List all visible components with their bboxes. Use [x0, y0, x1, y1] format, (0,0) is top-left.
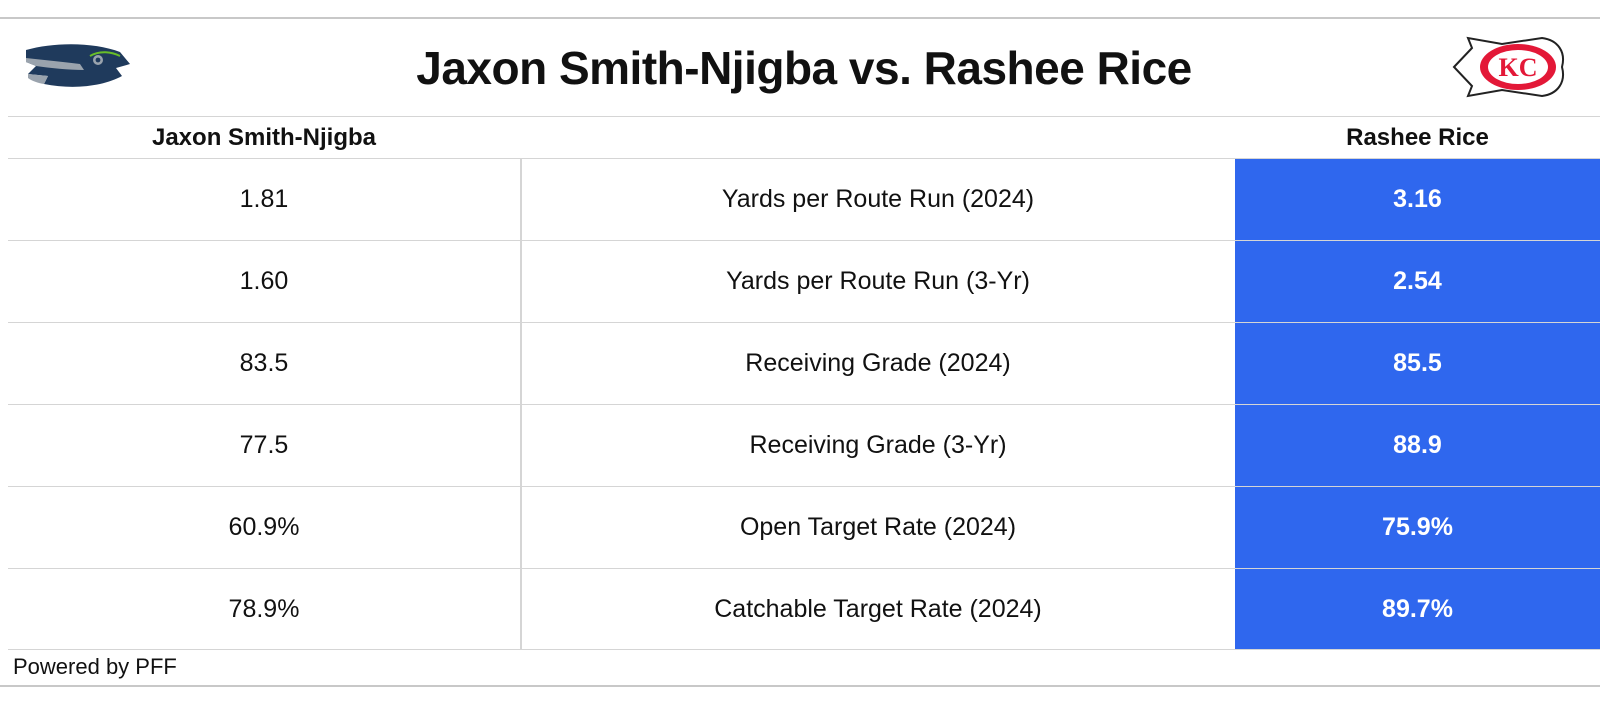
table-row: 1.60 Yards per Route Run (3-Yr) 2.54 — [8, 241, 1600, 322]
right-value: 88.9 — [1235, 405, 1600, 486]
metric-label: Catchable Target Rate (2024) — [714, 595, 1042, 623]
left-value: 60.9% — [228, 513, 300, 541]
right-value: 89.7% — [1235, 569, 1600, 650]
footer-credit: Powered by PFF — [13, 654, 177, 679]
table-row: 1.81 Yards per Route Run (2024) 3.16 — [8, 159, 1600, 240]
metric-label: Yards per Route Run (3-Yr) — [726, 267, 1030, 295]
right-value: 85.5 — [1235, 323, 1600, 404]
chiefs-logo: KC — [1452, 36, 1564, 98]
chart-title: Jaxon Smith-Njigba vs. Rashee Rice — [416, 42, 1192, 94]
right-value: 2.54 — [1235, 241, 1600, 322]
title-bar: Jaxon Smith-Njigba vs. Rashee Rice KC — [8, 20, 1600, 116]
title-divider — [8, 116, 1600, 117]
left-value: 77.5 — [239, 431, 289, 459]
row-divider — [8, 404, 1600, 405]
right-value: 75.9% — [1235, 487, 1600, 568]
header-divider — [8, 158, 1600, 159]
left-value: 1.81 — [239, 185, 289, 213]
seahawks-logo — [26, 44, 130, 87]
header-left-player: Jaxon Smith-Njigba — [151, 124, 377, 151]
bottom-border — [0, 685, 1600, 687]
table-row: 78.9% Catchable Target Rate (2024) 89.7% — [8, 569, 1600, 650]
right-value: 3.16 — [1235, 159, 1600, 240]
column-divider — [520, 159, 522, 649]
row-divider — [8, 649, 1600, 650]
row-divider — [8, 568, 1600, 569]
left-value: 83.5 — [239, 349, 289, 377]
row-divider — [8, 322, 1600, 323]
header-metric — [522, 118, 1234, 158]
row-divider — [8, 486, 1600, 487]
table-row: 83.5 Receiving Grade (2024) 85.5 — [8, 323, 1600, 404]
row-divider — [8, 240, 1600, 241]
left-value: 78.9% — [228, 595, 300, 623]
left-value: 1.60 — [239, 267, 289, 295]
metric-label: Yards per Route Run (2024) — [721, 185, 1035, 213]
metric-label: Receiving Grade (2024) — [745, 349, 1011, 377]
table-row: 77.5 Receiving Grade (3-Yr) 88.9 — [8, 405, 1600, 486]
metric-label: Open Target Rate (2024) — [739, 513, 1017, 541]
table-row: 60.9% Open Target Rate (2024) 75.9% — [8, 487, 1600, 568]
chiefs-logo-text: KC — [1499, 53, 1538, 82]
top-border — [0, 17, 1600, 19]
header-right-player: Rashee Rice — [1346, 124, 1489, 151]
metric-label: Receiving Grade (3-Yr) — [749, 431, 1007, 459]
